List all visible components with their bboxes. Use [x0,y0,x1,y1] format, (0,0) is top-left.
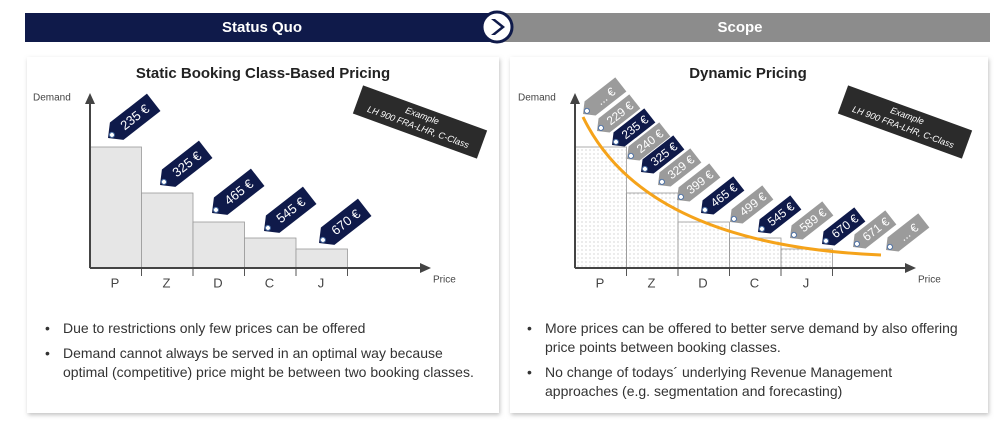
category-label: P [111,275,120,290]
tag-shape [677,163,721,202]
category-label: J [318,275,325,290]
category-label: C [750,275,759,290]
tag-hole [612,138,619,145]
category-label: D [213,275,222,290]
tag-shape [108,93,161,140]
tag-hole [658,178,665,185]
tag-hole [264,224,271,231]
tag-hole [108,131,115,138]
tag-hole [886,243,893,250]
header-right-bar [500,13,990,42]
tag-hole [790,231,797,238]
category-label: J [803,275,810,290]
tag-shape [853,210,897,249]
tag-hole [853,240,860,247]
tag-shape [597,94,641,133]
example-bg [352,85,488,159]
bullet: No change of todays´ underlying Revenue … [527,363,967,401]
demand-curve [581,116,882,257]
y-arrow [85,93,95,104]
tag-shape [264,186,317,233]
bullet: Demand cannot always be served in an opt… [45,344,490,382]
tag-hole [597,124,604,131]
tag-shape [612,108,656,147]
category-label: Z [648,275,656,290]
price-tag: ... € [583,77,627,116]
header-right: Scope [717,19,762,36]
y-arrow [570,93,580,104]
x-label: Price [433,275,456,286]
tag-shape [790,201,834,240]
category-label: C [265,275,274,290]
bullet: More prices can be offered to better ser… [527,319,967,357]
header-left: Status Quo [222,19,302,36]
step-bar [192,221,245,269]
left-bullets: Due to restrictions only few prices can … [45,319,490,388]
right-bullets: More prices can be offered to better ser… [527,319,967,407]
price-tag: 235 € [108,93,161,140]
tag-hole [758,225,765,232]
step-bar [89,146,142,269]
chart-title: Static Booking Class-Based Pricing [136,65,390,82]
tag-hole [160,178,167,185]
category-label: D [698,275,707,290]
step-bar [574,146,627,269]
tag-shape [212,168,265,215]
x-arrow [420,263,431,273]
tag-hole [701,206,708,213]
x-label: Price [918,275,941,286]
tag-hole [641,165,648,172]
tag-shape [822,207,866,246]
category-label: Z [163,275,171,290]
price-tag: ... € [886,213,930,252]
tag-shape [583,77,627,116]
y-label: Demand [33,93,71,104]
step-bar [295,248,348,269]
tag-hole [627,152,634,159]
chevron-circle [480,10,514,44]
step-bar [141,192,194,269]
tag-hole [822,237,829,244]
tag-hole [583,107,590,114]
tag-hole [677,193,684,200]
category-label: P [596,275,605,290]
header-left-bar [25,13,495,42]
x-arrow [905,263,916,273]
tag-hole [730,215,737,222]
tag-shape [319,198,372,245]
tag-shape [730,185,774,224]
step-bar [244,237,297,269]
step-bar [626,192,679,269]
tag-shape [658,148,702,187]
tag-shape [627,122,671,161]
example-bg [837,85,973,159]
tag-shape [701,176,745,215]
tag-hole [212,206,219,213]
y-label: Demand [518,93,556,104]
tag-shape [160,140,213,187]
tag-hole [319,236,326,243]
chart-title: Dynamic Pricing [689,65,807,82]
tag-shape [886,213,930,252]
tag-shape [758,195,802,234]
bullet: Due to restrictions only few prices can … [45,319,490,338]
tag-shape [641,135,685,174]
chevron [491,19,505,35]
